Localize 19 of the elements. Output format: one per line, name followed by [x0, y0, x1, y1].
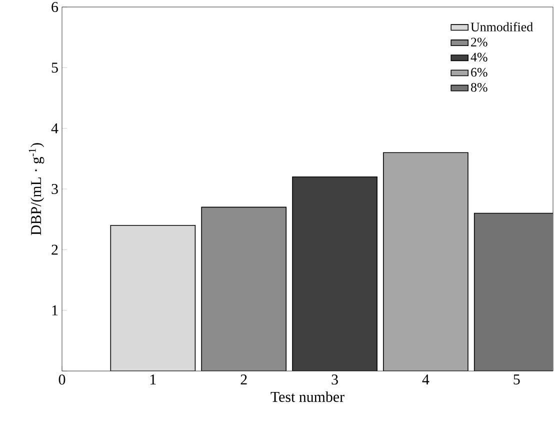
- y-tick-label: 5: [52, 62, 58, 73]
- x-tick-label: 1: [150, 374, 156, 384]
- legend-label: 4%: [470, 52, 488, 62]
- y-tick-label: 6: [52, 2, 58, 12]
- x-axis-title: Test number: [270, 391, 344, 402]
- legend-label: 2%: [471, 38, 488, 46]
- x-tick-label: 5: [514, 374, 520, 384]
- x-tick-label: 0: [58, 374, 66, 385]
- y-tick-label: 4: [51, 123, 58, 134]
- y-tick-label: 3: [52, 184, 58, 194]
- y-axis-title: DBP/(mL · g$^{-1}$): [28, 143, 44, 236]
- x-tick-label: 3: [332, 374, 338, 385]
- legend-label: 8%: [471, 82, 488, 92]
- x-tick-label: 4: [422, 374, 430, 384]
- legend-label: 6%: [471, 68, 488, 77]
- x-tick-label: 2: [240, 374, 247, 384]
- y-tick-label: 1: [52, 305, 58, 316]
- y-tick-label: 2: [52, 244, 58, 255]
- legend-label: Unmodified: [470, 22, 533, 32]
